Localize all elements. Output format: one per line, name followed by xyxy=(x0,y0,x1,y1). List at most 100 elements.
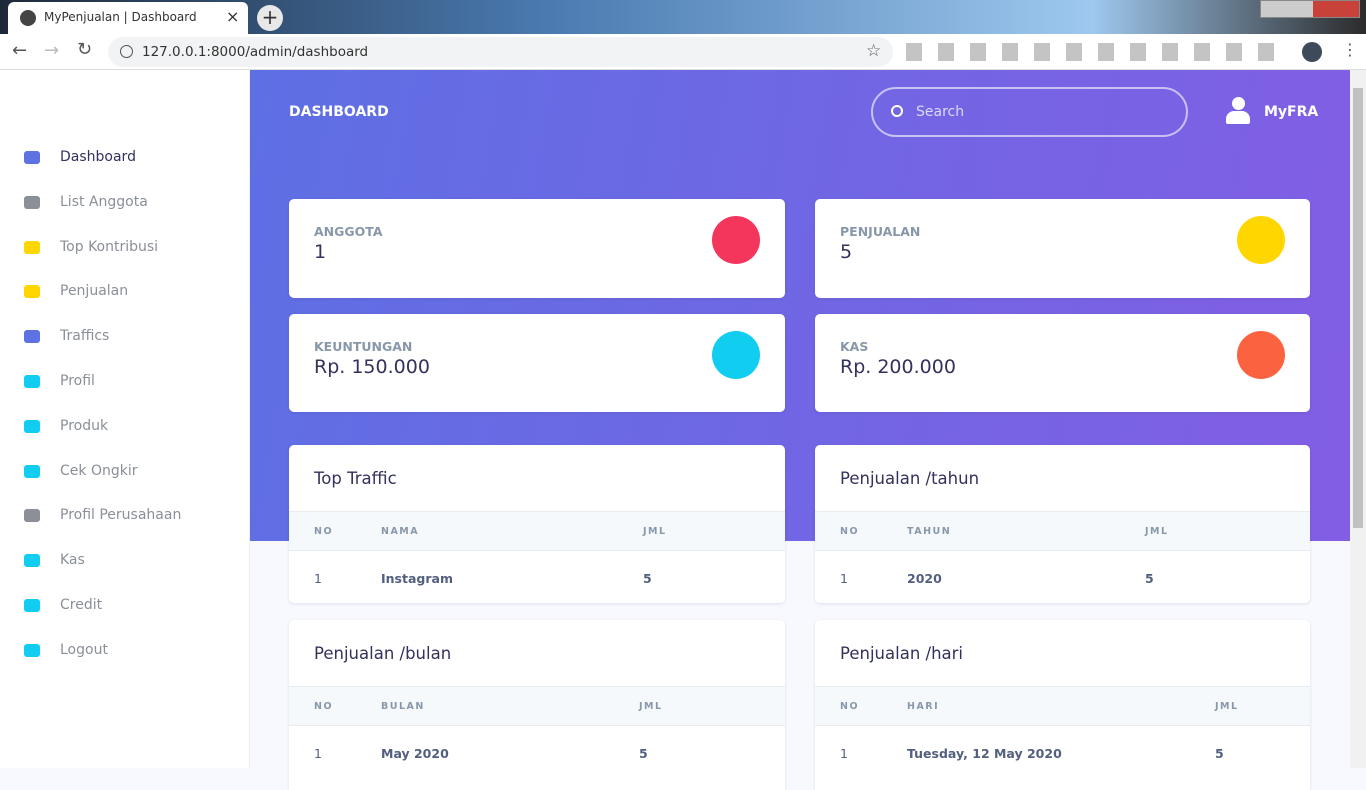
nav-item[interactable]: Profil xyxy=(60,373,95,389)
nav-item[interactable]: Top Kontribusi xyxy=(60,238,159,255)
table-title: Penjualan /hari xyxy=(840,644,964,663)
extensions[interactable] xyxy=(906,43,1286,61)
table-cell: 5 xyxy=(1215,746,1224,761)
nav-item[interactable]: List Anggota xyxy=(60,193,148,210)
favicon xyxy=(20,10,36,26)
nav-icon xyxy=(24,464,40,478)
column-header: NAMA xyxy=(381,526,420,537)
user-name[interactable]: MyFRA xyxy=(1264,104,1319,120)
table-card: Penjualan /tahun NO TAHUN JML 1 2020 5 xyxy=(815,445,1310,603)
bookmark-star[interactable]: ☆ xyxy=(866,41,882,61)
user-icon[interactable] xyxy=(1226,97,1250,125)
column-header: NO xyxy=(840,526,860,537)
page: MyPenjualan | Dashboard × + ← → ↻ 127.0.… xyxy=(0,0,1366,768)
table-cell: 1 xyxy=(314,571,322,586)
table-card: Top Traffic NO NAMA JML 1 Instagram 5 xyxy=(289,445,785,603)
search-icon xyxy=(891,105,903,117)
forward[interactable]: → xyxy=(44,40,60,61)
nav-item[interactable]: Profil Perusahaan xyxy=(60,507,182,524)
nav-icon xyxy=(24,330,40,344)
table-cell: 2020 xyxy=(907,571,942,586)
table-title: Top Traffic xyxy=(314,469,397,488)
tab[interactable]: MyPenjualan | Dashboard × xyxy=(8,2,248,34)
nav-icon xyxy=(24,195,40,209)
column-header: NO xyxy=(840,701,860,712)
info-icon xyxy=(120,45,133,58)
toolbar: ← → ↻ 127.0.0.1:8000/admin/dashboard ☆ ⋮ xyxy=(0,34,1366,70)
stat-label: ANGGOTA xyxy=(314,224,383,239)
column-header: BULAN xyxy=(381,701,425,712)
nav-item[interactable]: Cek Ongkir xyxy=(60,462,138,479)
table-header: NO TAHUN JML xyxy=(815,511,1310,551)
close-window[interactable] xyxy=(1313,1,1359,17)
search-box[interactable]: Search xyxy=(871,87,1188,137)
table-title: Penjualan /bulan xyxy=(314,644,452,663)
stat-card: ANGGOTA 1 xyxy=(289,199,785,298)
nav-item[interactable]: Traffics xyxy=(60,328,110,345)
nav-item[interactable]: Produk xyxy=(60,417,109,434)
back[interactable]: ← xyxy=(12,40,28,61)
table-cell: 5 xyxy=(1145,571,1154,586)
table-card: Penjualan /bulan NO BULAN JML 1 May 2020 5 xyxy=(289,620,785,790)
profile[interactable] xyxy=(1302,42,1322,62)
nav-item[interactable]: Logout xyxy=(60,641,108,658)
table-cell: 1 xyxy=(840,746,848,761)
table-card: Penjualan /hari NO HARI JML 1 Tuesday, 12 May… xyxy=(815,620,1310,790)
nav-icon xyxy=(24,599,40,612)
url: 127.0.0.1:8000/admin/dashboard xyxy=(142,44,369,60)
stat-icon xyxy=(712,331,760,379)
new-tab[interactable]: + xyxy=(257,5,283,31)
stat-label: KAS xyxy=(840,339,869,354)
menu[interactable]: ⋮ xyxy=(1342,40,1358,59)
nav-item[interactable]: Penjualan xyxy=(60,283,129,300)
table-header: NO HARI JML xyxy=(815,686,1310,726)
column-header: JML xyxy=(643,526,667,537)
stat-icon xyxy=(1237,331,1285,379)
stat-icon xyxy=(1237,216,1285,264)
nav-icon xyxy=(24,419,40,433)
column-header: JML xyxy=(1215,701,1239,712)
nav-item[interactable]: Dashboard xyxy=(60,149,136,165)
column-header: JML xyxy=(639,701,663,712)
column-header: NO xyxy=(314,526,334,537)
table-title: Penjualan /tahun xyxy=(840,469,980,488)
column-header: NO xyxy=(314,701,334,712)
stat-card: KEUNTUNGAN Rp. 150.000 xyxy=(289,314,785,412)
stat-value: 1 xyxy=(314,241,327,263)
nav-icon xyxy=(24,285,40,299)
sidebar: Dashboard List Anggota Top Kontribusi Penju… xyxy=(0,70,250,768)
nav-icon xyxy=(24,509,40,523)
table-cell: Tuesday, 12 May 2020 xyxy=(907,746,1062,761)
table-cell: Instagram xyxy=(381,571,453,586)
nav-item[interactable]: Kas xyxy=(60,552,85,569)
nav-item[interactable]: Credit xyxy=(60,597,103,613)
table-cell: 1 xyxy=(314,746,322,761)
table-header: NO NAMA JML xyxy=(289,511,785,551)
stat-icon xyxy=(712,216,760,264)
stat-card: PENJUALAN 5 xyxy=(815,199,1310,298)
stat-label: KEUNTUNGAN xyxy=(314,339,413,354)
table-cell: 1 xyxy=(840,571,848,586)
table-cell: 5 xyxy=(639,746,648,761)
scrollbar[interactable] xyxy=(1350,70,1366,768)
stat-card: KAS Rp. 200.000 xyxy=(815,314,1310,412)
reload[interactable]: ↻ xyxy=(77,39,93,60)
nav-icon xyxy=(24,554,40,568)
nav-icon xyxy=(24,240,40,254)
tab-title: MyPenjualan | Dashboard xyxy=(44,10,197,24)
search-placeholder: Search xyxy=(916,104,965,120)
tab-close[interactable]: × xyxy=(226,7,240,26)
stat-value: Rp. 150.000 xyxy=(314,356,430,378)
table-header: NO BULAN JML xyxy=(289,686,785,726)
table-cell: May 2020 xyxy=(381,746,449,761)
column-header: HARI xyxy=(907,701,940,712)
page-title: DASHBOARD xyxy=(289,104,389,120)
column-header: TAHUN xyxy=(907,526,952,537)
scroll-thumb[interactable] xyxy=(1353,88,1363,528)
window-controls[interactable] xyxy=(1260,0,1360,18)
stat-value: Rp. 200.000 xyxy=(840,356,956,378)
nav-icon xyxy=(24,375,40,388)
stat-value: 5 xyxy=(840,241,853,263)
address-bar[interactable]: 127.0.0.1:8000/admin/dashboard ☆ xyxy=(108,37,893,67)
table-cell: 5 xyxy=(643,571,652,586)
